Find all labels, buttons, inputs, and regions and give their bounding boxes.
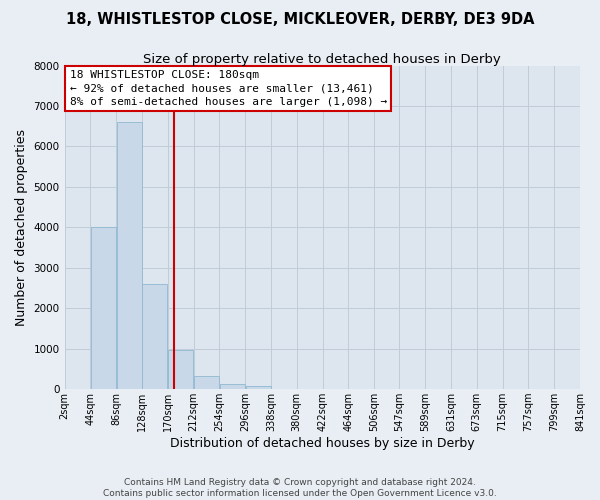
Bar (116, 122, 142, 389)
X-axis label: Distribution of detached houses by size in Derby: Distribution of detached houses by size … (170, 437, 475, 450)
Text: 18, WHISTLESTOP CLOSE, MICKLEOVER, DERBY, DE3 9DA: 18, WHISTLESTOP CLOSE, MICKLEOVER, DERBY… (66, 12, 534, 28)
Bar (91, 228, 116, 389)
Text: Contains HM Land Registry data © Crown copyright and database right 2024.
Contai: Contains HM Land Registry data © Crown c… (103, 478, 497, 498)
Bar (220, 384, 245, 389)
Y-axis label: Number of detached properties: Number of detached properties (15, 129, 28, 326)
Bar (142, 284, 167, 389)
Bar (245, 386, 271, 389)
Title: Size of property relative to detached houses in Derby: Size of property relative to detached ho… (143, 52, 501, 66)
Bar (194, 376, 219, 389)
Bar (168, 350, 193, 389)
Text: 18 WHISTLESTOP CLOSE: 180sqm
← 92% of detached houses are smaller (13,461)
8% of: 18 WHISTLESTOP CLOSE: 180sqm ← 92% of de… (70, 70, 387, 107)
